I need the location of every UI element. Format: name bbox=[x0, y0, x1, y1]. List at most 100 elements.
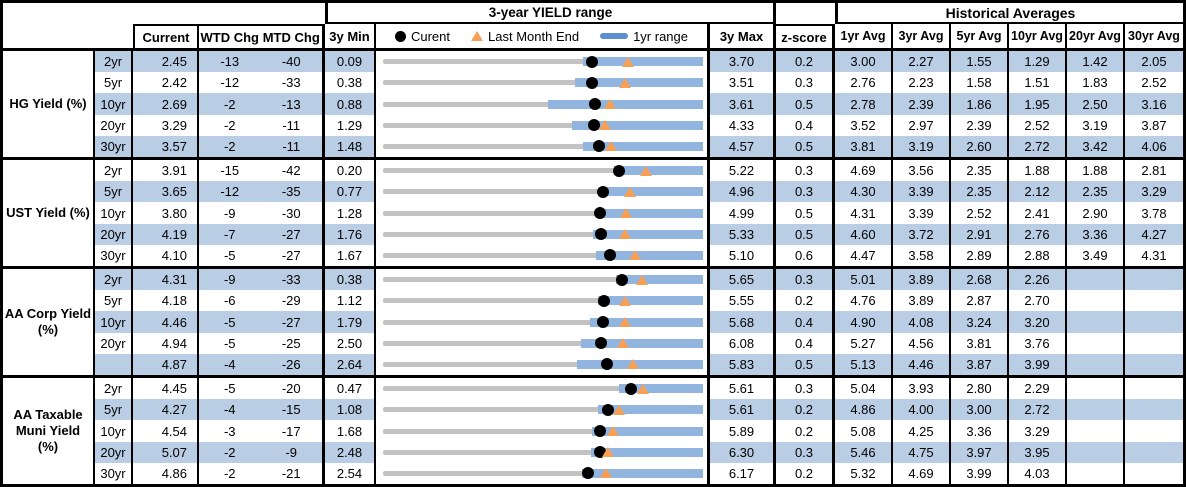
range-chart-cell bbox=[376, 160, 710, 182]
current-dot bbox=[624, 382, 637, 395]
3y-min-cell: 0.20 bbox=[325, 160, 376, 182]
3y-min-cell: 2.64 bbox=[325, 353, 376, 376]
20yr-avg-cell bbox=[1067, 269, 1125, 291]
20yr-avg-cell: 1.88 bbox=[1067, 160, 1125, 182]
1yr-range-bar bbox=[614, 166, 703, 176]
group-label: HG Yield (%) bbox=[3, 51, 95, 157]
wtd-mtd-cell: -13 -40 bbox=[199, 51, 325, 73]
zscore-cell: 0.3 bbox=[776, 72, 835, 94]
1yr-range-bar bbox=[592, 426, 703, 436]
last-month-triangle-icon bbox=[471, 31, 484, 41]
current-value-cell: 4.18 bbox=[133, 290, 199, 312]
3yr-avg-cell: 4.00 bbox=[893, 399, 951, 421]
3y-max-cell: 4.33 bbox=[710, 114, 776, 136]
20yr-avg-cell bbox=[1067, 441, 1125, 463]
tenor-label: 10yr bbox=[95, 202, 133, 224]
table-row: 10yr 3.80 -9 -30 1.28 4.99 0.5 4.31 3.39… bbox=[95, 202, 1183, 224]
10yr-avg-cell: 1.29 bbox=[1009, 51, 1067, 73]
current-dot bbox=[594, 228, 607, 241]
tenor-label: 2yr bbox=[95, 160, 133, 182]
3y-range-track bbox=[383, 298, 702, 304]
20yr-avg-cell bbox=[1067, 332, 1125, 354]
range-plot bbox=[383, 202, 703, 223]
1yr-avg-cell: 4.60 bbox=[835, 223, 893, 245]
5yr-avg-cell: 2.80 bbox=[951, 378, 1009, 400]
wtd-change-cell: -5 bbox=[223, 247, 236, 263]
current-dot bbox=[613, 164, 626, 177]
30yr-avg-cell: 3.78 bbox=[1141, 205, 1167, 221]
range-chart-cell bbox=[376, 135, 710, 158]
20yr-avg-cell bbox=[1067, 311, 1125, 333]
5yr-avg-cell: 3.87 bbox=[951, 353, 1009, 376]
column-header-3yr-avg: 3yr Avg bbox=[893, 24, 951, 48]
range-chart-cell bbox=[376, 420, 710, 442]
tenor-label: 10yr bbox=[95, 93, 133, 115]
30yr-avg-cell bbox=[1125, 269, 1183, 291]
last-month-triangle bbox=[621, 56, 634, 67]
3y-min-cell: 1.28 bbox=[325, 202, 376, 224]
wtd-mtd-cell: -3 -17 bbox=[199, 420, 325, 442]
tenor-label: 5yr bbox=[95, 181, 133, 203]
table-row: 5yr 2.42 -12 -33 0.38 3.51 0.3 2.76 2.23… bbox=[95, 72, 1183, 94]
current-value-cell: 2.45 bbox=[133, 51, 199, 73]
5yr-avg-cell: 2.89 bbox=[951, 244, 1009, 267]
table-row: 5yr 3.65 -12 -35 0.77 4.96 0.3 4.30 3.39… bbox=[95, 181, 1183, 203]
3y-min-cell: 0.77 bbox=[325, 181, 376, 203]
1yr-range-bar bbox=[582, 468, 703, 478]
zscore-cell: 0.3 bbox=[776, 160, 835, 182]
yield-group-block: AA Corp Yield (%) 2yr 4.31 -9 -33 0.38 5… bbox=[3, 269, 1183, 378]
30yr-avg-cell: 4.31 bbox=[1141, 247, 1167, 263]
current-value-cell: 3.80 bbox=[133, 202, 199, 224]
3y-min-cell: 1.76 bbox=[325, 223, 376, 245]
range-plot bbox=[383, 51, 703, 72]
wtd-change-cell: -2 bbox=[223, 117, 236, 133]
mtd-change-cell: -27 bbox=[281, 226, 301, 242]
range-plot bbox=[383, 136, 703, 157]
3y-range-track bbox=[383, 59, 702, 65]
3yr-avg-cell: 4.08 bbox=[893, 311, 951, 333]
1yr-avg-cell: 4.76 bbox=[835, 290, 893, 312]
mtd-change-cell: -13 bbox=[281, 96, 301, 112]
20yr-avg-cell: 3.19 bbox=[1067, 114, 1125, 136]
wtd-mtd-cell: -5 -27 bbox=[199, 244, 325, 267]
legend-range-label: 1yr range bbox=[633, 28, 688, 44]
last-month-triangle bbox=[619, 77, 632, 88]
current-value-cell: 4.86 bbox=[133, 462, 199, 484]
group-label: AA Taxable Muni Yield (%) bbox=[3, 378, 95, 484]
zscore-cell: 0.5 bbox=[776, 202, 835, 224]
tenor-label: 5yr bbox=[95, 399, 133, 421]
20yr-avg-cell: 2.90 bbox=[1067, 202, 1125, 224]
3yr-avg-cell: 4.69 bbox=[893, 462, 951, 484]
1yr-avg-cell: 5.01 bbox=[835, 269, 893, 291]
10yr-avg-cell: 3.76 bbox=[1009, 332, 1067, 354]
mtd-change-cell: -42 bbox=[281, 163, 301, 179]
wtd-change-cell: -9 bbox=[223, 272, 236, 288]
column-header-10yr-avg: 10yr Avg bbox=[1009, 24, 1067, 48]
3yr-avg-cell: 2.97 bbox=[893, 114, 951, 136]
3y-range-track bbox=[383, 470, 702, 476]
range-chart-cell bbox=[376, 332, 710, 354]
last-month-triangle bbox=[626, 359, 639, 370]
mtd-change-cell: -29 bbox=[281, 293, 301, 309]
last-month-triangle bbox=[619, 229, 632, 240]
1yr-range-bar bbox=[616, 275, 703, 285]
table-row: 30yr 4.86 -2 -21 2.54 6.17 0.2 5.32 4.69… bbox=[95, 462, 1183, 484]
zscore-cell: 0.2 bbox=[776, 51, 835, 73]
1yr-range-bar bbox=[576, 359, 703, 369]
table-row: 5yr 4.18 -6 -29 1.12 5.55 0.2 4.76 3.89 … bbox=[95, 290, 1183, 312]
30yr-avg-cell bbox=[1125, 441, 1183, 463]
tenor-label: 20yr bbox=[95, 114, 133, 136]
legend-item-current: Curent bbox=[394, 29, 450, 44]
3y-max-cell: 3.51 bbox=[710, 72, 776, 94]
last-month-triangle bbox=[599, 120, 612, 131]
header-spacer-zscore bbox=[776, 3, 835, 24]
3y-max-cell: 3.61 bbox=[710, 93, 776, 115]
3y-min-cell: 1.12 bbox=[325, 290, 376, 312]
10yr-avg-cell: 2.52 bbox=[1009, 114, 1067, 136]
mtd-change-cell: -26 bbox=[281, 356, 301, 372]
3y-range-track bbox=[383, 428, 702, 434]
wtd-change-cell: -9 bbox=[223, 205, 236, 221]
3y-range-track bbox=[383, 143, 702, 149]
10yr-avg-cell: 2.41 bbox=[1009, 202, 1067, 224]
